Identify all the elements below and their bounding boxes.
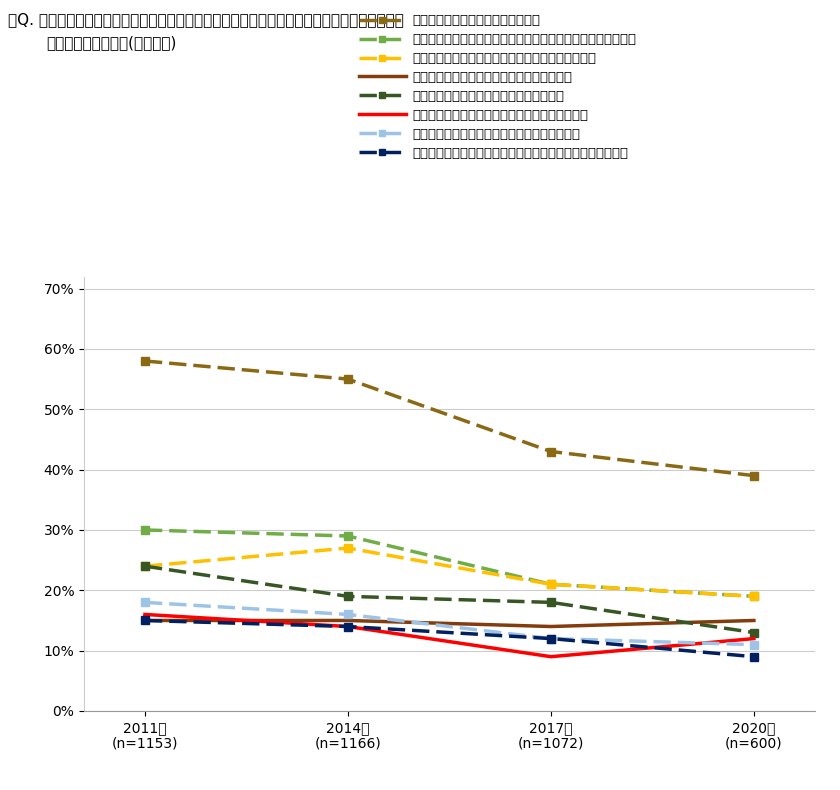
Text: 「Q. 菒子やデザートについて、あなたがこの２～３年で変化を感じるようになったことは？」: 「Q. 菒子やデザートについて、あなたがこの２～３年で変化を感じるようになったこ… xyxy=(8,12,404,27)
Text: １１の選択肢を提示(複数回答): １１の選択肢を提示(複数回答) xyxy=(46,36,176,51)
Legend: ・おいしい菒子やデザートが増えた, ・小腹がすいた時、甘い菒子やデザートを適べることが増えた, ・コンビニで手作り風デザートを買うことが増えた, 和風の菒子やデ: ・おいしい菒子やデザートが増えた, ・小腹がすいた時、甘い菒子やデザートを適べる… xyxy=(360,14,636,160)
